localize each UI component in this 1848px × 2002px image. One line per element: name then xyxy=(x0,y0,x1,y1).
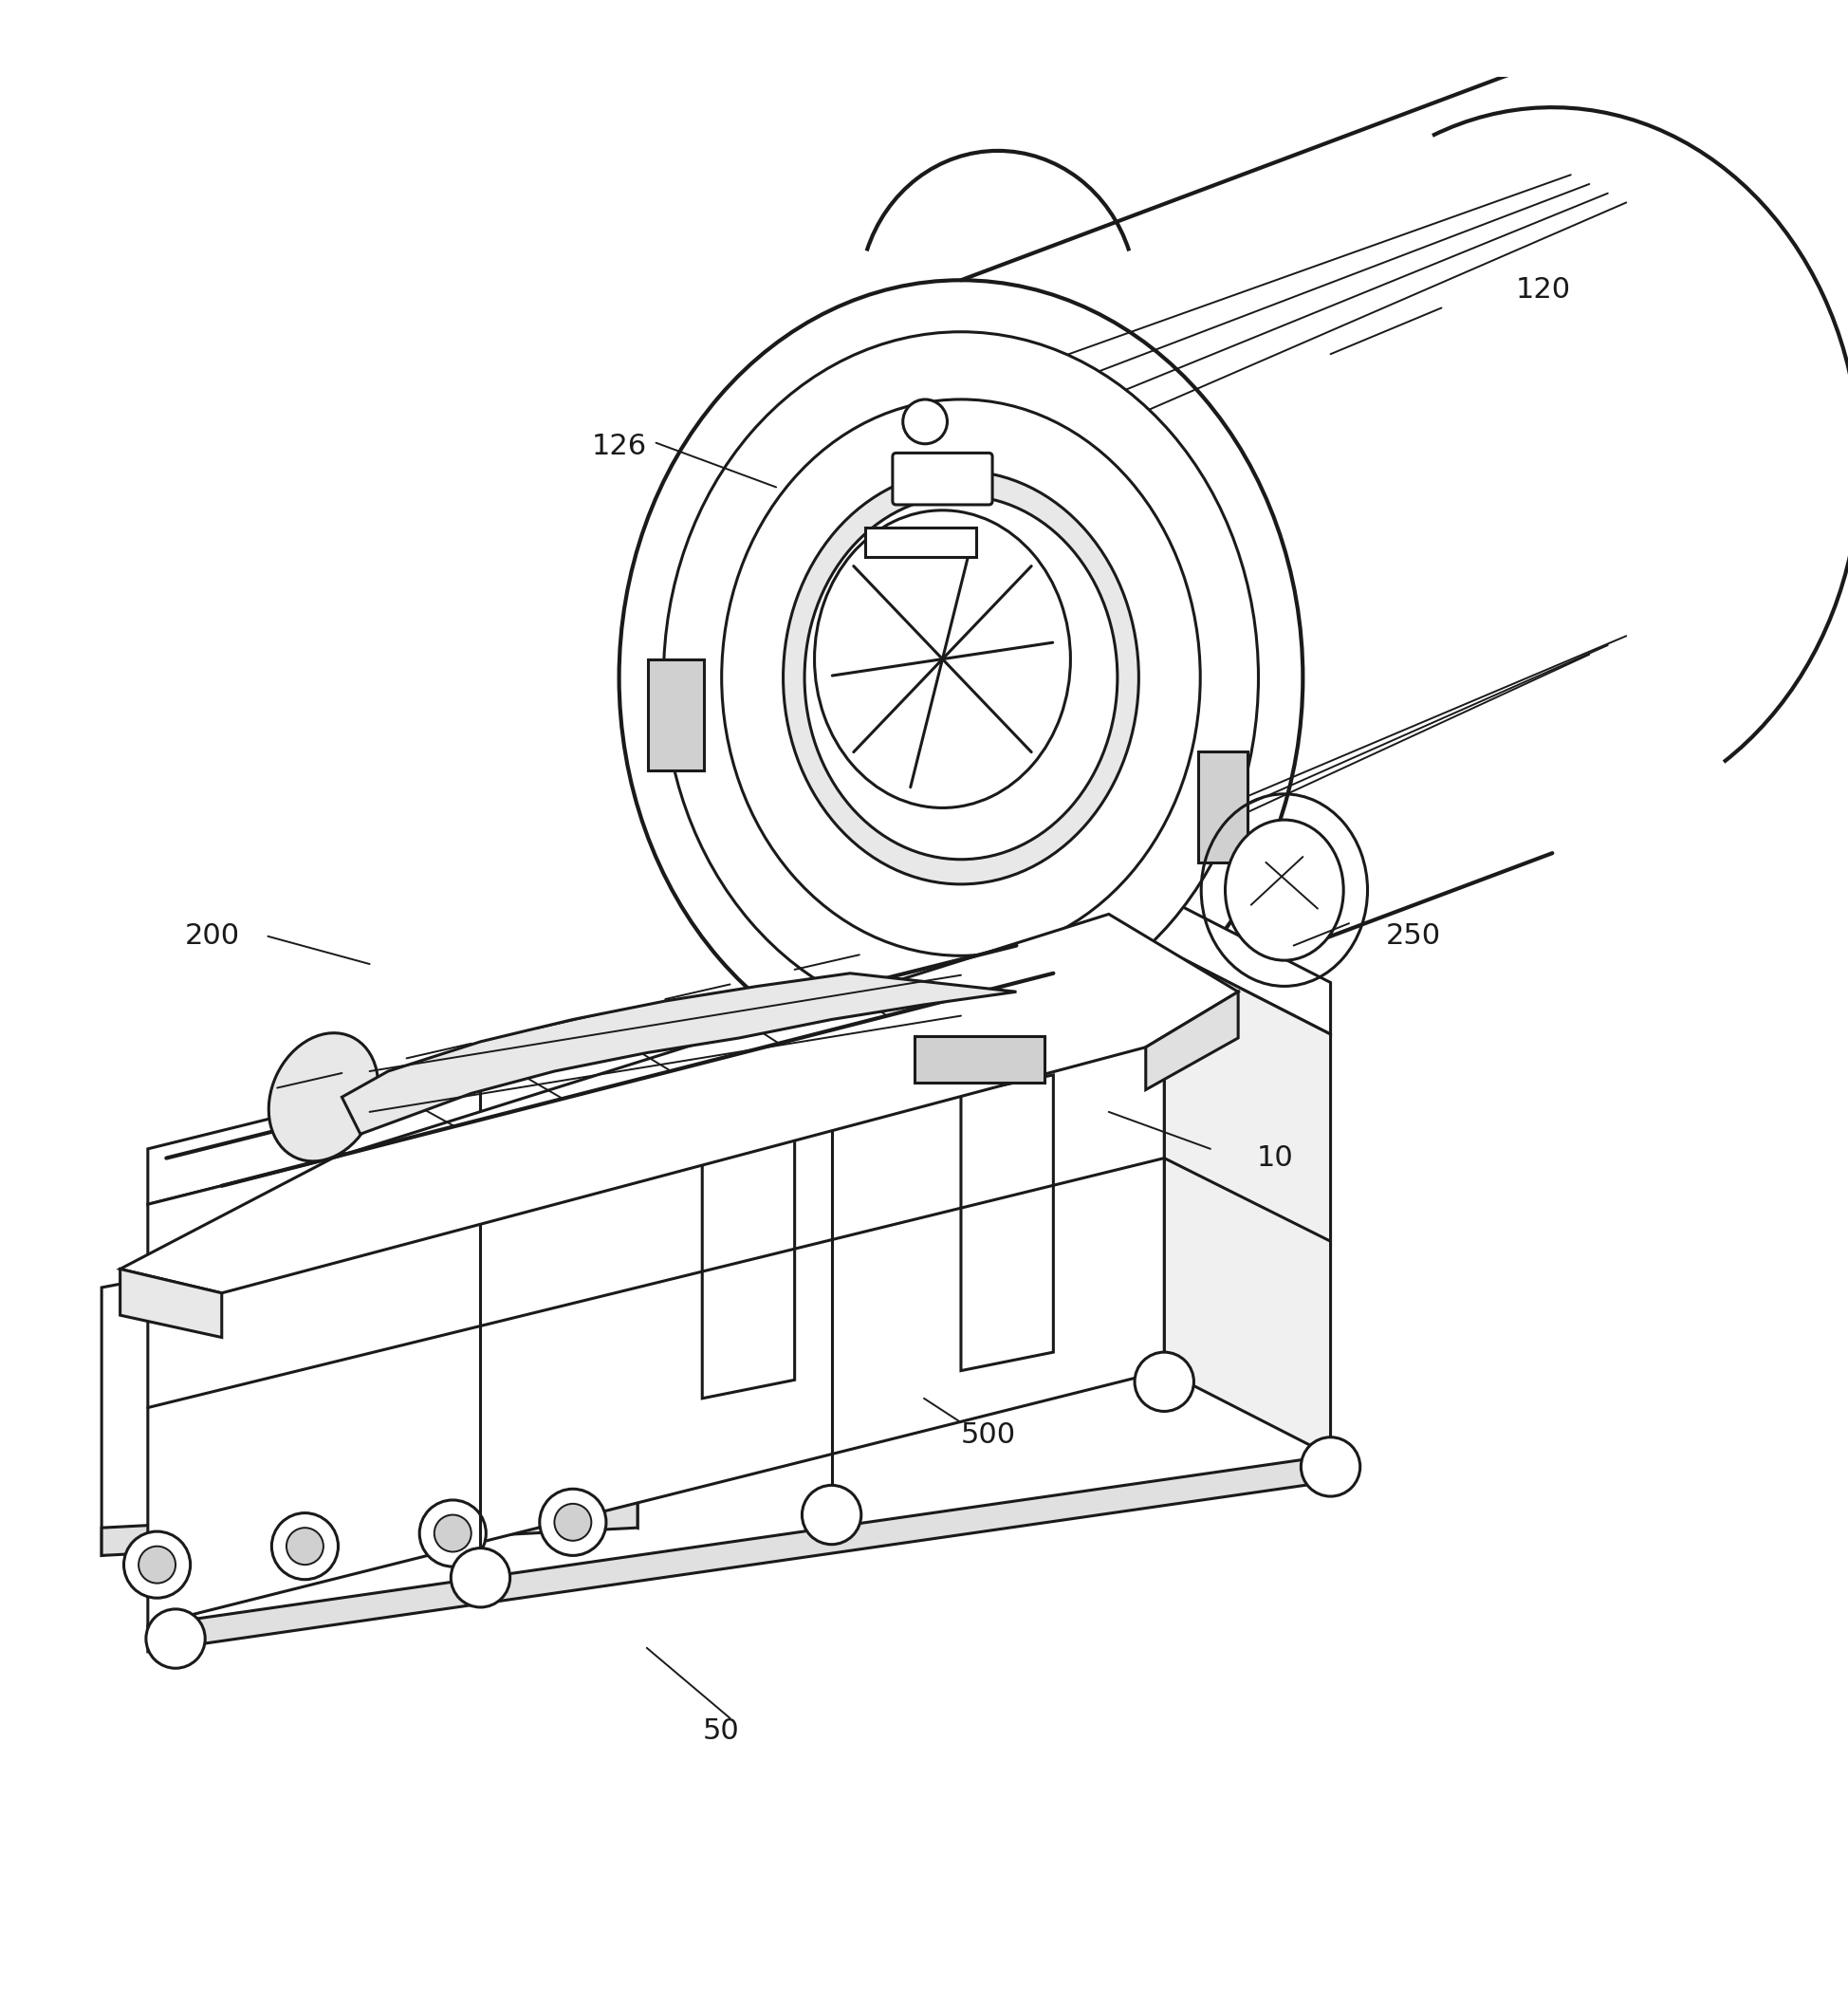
Polygon shape xyxy=(702,1111,795,1397)
Circle shape xyxy=(139,1546,176,1584)
Ellipse shape xyxy=(784,470,1138,885)
FancyBboxPatch shape xyxy=(893,452,992,505)
Text: 50: 50 xyxy=(702,1718,739,1746)
Circle shape xyxy=(802,1485,861,1544)
Polygon shape xyxy=(1198,751,1247,863)
Circle shape xyxy=(419,1499,486,1568)
Ellipse shape xyxy=(804,496,1118,859)
Polygon shape xyxy=(545,1205,638,1528)
Circle shape xyxy=(451,1548,510,1608)
Text: 500: 500 xyxy=(961,1421,1016,1449)
Text: 126: 126 xyxy=(591,432,647,460)
Circle shape xyxy=(904,400,948,444)
Ellipse shape xyxy=(721,398,1201,955)
Polygon shape xyxy=(961,1075,1053,1371)
Circle shape xyxy=(1301,1437,1360,1495)
Text: 10: 10 xyxy=(1257,1145,1294,1171)
Polygon shape xyxy=(102,1205,545,1556)
Bar xyxy=(865,529,976,557)
Ellipse shape xyxy=(663,332,1258,1023)
Circle shape xyxy=(124,1532,190,1598)
Polygon shape xyxy=(148,1455,1331,1652)
Polygon shape xyxy=(649,659,704,771)
Polygon shape xyxy=(915,1037,1044,1083)
Polygon shape xyxy=(342,973,1016,1133)
Circle shape xyxy=(286,1528,323,1566)
Circle shape xyxy=(540,1489,606,1556)
Circle shape xyxy=(146,1610,205,1668)
Ellipse shape xyxy=(1225,821,1343,961)
Text: 120: 120 xyxy=(1515,276,1571,302)
Text: 250: 250 xyxy=(1386,923,1441,951)
Polygon shape xyxy=(120,915,1238,1293)
Text: 200: 200 xyxy=(185,923,240,951)
Polygon shape xyxy=(1164,949,1331,1455)
Polygon shape xyxy=(102,1499,638,1556)
Polygon shape xyxy=(120,1269,222,1337)
Circle shape xyxy=(272,1514,338,1580)
Circle shape xyxy=(1135,1351,1194,1411)
Circle shape xyxy=(554,1504,591,1542)
Polygon shape xyxy=(1146,991,1238,1089)
Polygon shape xyxy=(148,897,1331,1205)
Ellipse shape xyxy=(268,1033,379,1161)
Polygon shape xyxy=(148,949,1164,1626)
Circle shape xyxy=(434,1516,471,1552)
Ellipse shape xyxy=(619,280,1303,1075)
